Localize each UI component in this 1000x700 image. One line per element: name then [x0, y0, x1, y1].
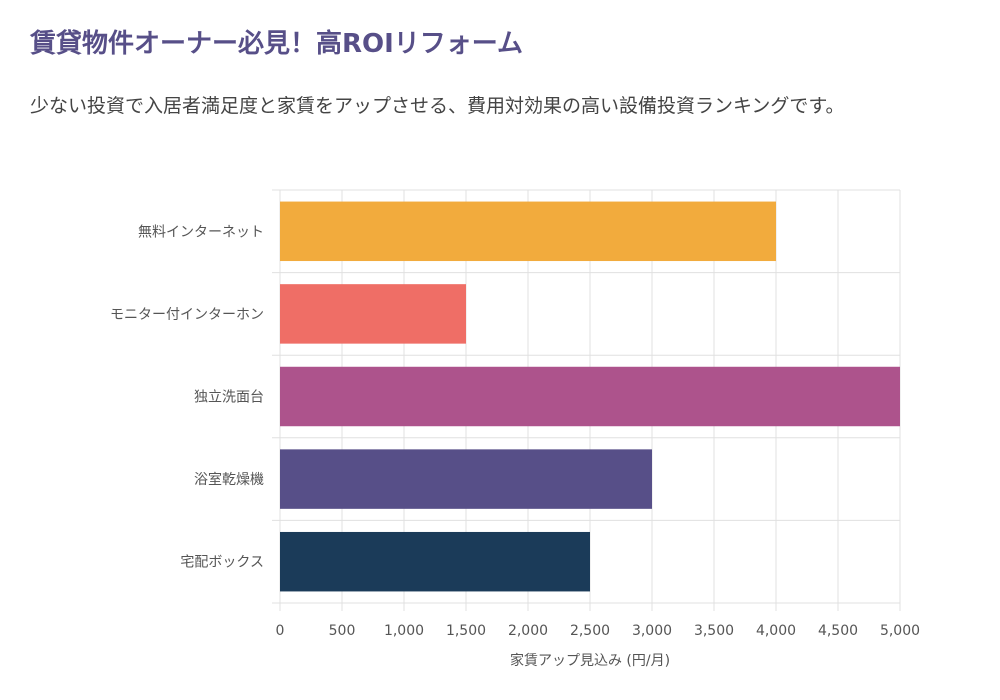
- bar: [280, 531, 590, 592]
- x-tick-label: 1,500: [446, 623, 486, 639]
- y-tick-label: 独立洗面台: [194, 390, 264, 406]
- x-tick-label: 4,000: [756, 623, 796, 639]
- x-tick-label: 5,000: [880, 623, 920, 639]
- y-tick-label: 無料インターネット: [138, 224, 264, 240]
- chart-axes: 0 500 1,000 1,500 2,000 2,500 3,000 3,500 4,000 4…: [110, 224, 920, 639]
- page-title: 賃貸物件オーナー必見！高ROIリフォーム: [30, 29, 524, 59]
- x-tick-label: 4,500: [818, 623, 858, 639]
- page-subtitle: 少ない投資で入居者満足度と家賃をアップさせる、費用対効果の高い設備投資ランキング…: [30, 95, 845, 117]
- x-tick-label: 1,000: [384, 623, 424, 639]
- x-tick-label: 3,000: [632, 623, 672, 639]
- x-axis-title: 家賃アップ見込み (円/月): [510, 652, 670, 669]
- x-tick-label: 0: [276, 623, 285, 639]
- y-tick-label: 浴室乾燥機: [194, 471, 264, 488]
- bar: [280, 201, 776, 262]
- y-tick-label: 宅配ボックス: [180, 555, 264, 571]
- x-tick-label: 2,500: [570, 623, 610, 639]
- y-tick-label: モニター付インターホン: [110, 307, 264, 323]
- bar: [280, 284, 466, 344]
- chart-bars: [280, 201, 900, 592]
- bar: [280, 366, 900, 427]
- x-tick-label: 500: [329, 623, 356, 639]
- bar: [280, 449, 652, 509]
- x-tick-label: 3,500: [694, 623, 734, 639]
- x-tick-label: 2,000: [508, 623, 548, 639]
